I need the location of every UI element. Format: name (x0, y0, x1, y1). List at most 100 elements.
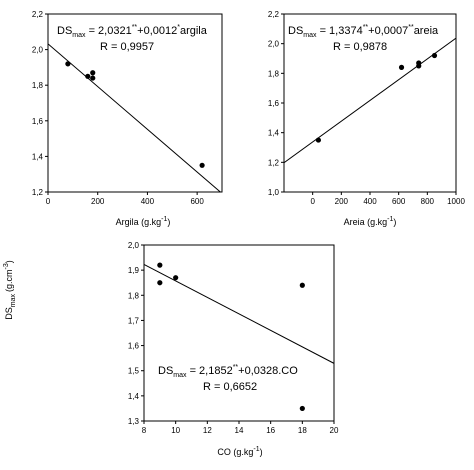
co-data-point (157, 262, 163, 268)
argila-y-tick-label: 1,4 (32, 152, 44, 161)
co-y-tick-label: 1,7 (128, 316, 140, 325)
argila-x-tick-label: 400 (141, 197, 155, 206)
argila-y-tick-label: 2,0 (32, 46, 44, 55)
argila-r-value: R = 0,9957 (100, 41, 154, 53)
areia-x-tick-label: 400 (363, 197, 377, 206)
argila-y-tick-label: 1,6 (32, 117, 44, 126)
areia-x-axis-label: Areia (g.kg-1) (344, 216, 397, 227)
areia-data-point (431, 52, 438, 59)
argila-x-axis-label-main: Argila (g.kg (116, 217, 162, 227)
argila-equation-part3: argila (180, 25, 208, 37)
argila-data-point (90, 70, 96, 76)
argila-y-tick-label: 1,2 (32, 188, 44, 197)
argila-equation-ds: DS (57, 25, 72, 37)
co-r-value: R = 0,6652 (203, 381, 257, 393)
co-data-point (299, 282, 305, 288)
argila-x-axis-label-close: ) (167, 217, 170, 227)
areia-r-value: R = 0,9878 (333, 41, 387, 53)
areia-equation: DSmax = 1,3374**+0,0007**areia (288, 24, 439, 39)
co-equation-ds: DS (158, 365, 173, 377)
argila-equation-part1: = 2,0321 (86, 25, 132, 37)
panel-argila: 0 200 400 600 1,2 1,4 1,6 1,8 2,0 2,2 DSmax = 2,03… (32, 10, 223, 227)
co-x-tick-label: 14 (235, 426, 244, 435)
areia-x-axis-label-close: ) (393, 217, 396, 227)
co-x-axis-label-main: CO (g.kg (217, 447, 253, 457)
co-y-tick-label: 1,8 (128, 291, 140, 300)
areia-x-tick-label: 1000 (447, 197, 465, 206)
areia-x-tick-label: 800 (421, 197, 435, 206)
areia-y-tick-label: 1,8 (268, 69, 280, 78)
argila-x-axis-label: Argila (g.kg-1) (116, 216, 171, 227)
co-plot-frame (143, 244, 335, 422)
areia-y-tick-label: 1,4 (268, 129, 280, 138)
co-data-point (157, 280, 163, 286)
argila-equation-part2: +0,0012 (137, 25, 177, 37)
co-regression-line (144, 263, 334, 364)
areia-y-tick-label: 1,6 (268, 99, 280, 108)
areia-y-tick-label: 1,0 (268, 188, 280, 197)
argila-equation: DSmax = 2,0321**+0,0012*argila (57, 24, 208, 39)
co-y-tick-label: 1,5 (128, 367, 140, 376)
areia-x-tick-label: 0 (310, 197, 315, 206)
co-y-tick-label: 1,6 (128, 342, 140, 351)
co-x-tick-label: 20 (330, 426, 339, 435)
co-x-tick-label: 18 (298, 426, 307, 435)
panel-areia: 0 200 400 600 800 1000 1,0 1,2 1,4 1,6 1,8 2,0 2,2 DS… (268, 10, 466, 227)
areia-x-tick-label: 600 (392, 197, 406, 206)
argila-data-point (199, 162, 205, 168)
areia-data-point (398, 64, 405, 70)
panel-co: 8 10 12 14 16 18 20 1,3 1,4 1,5 1,6 1,7 1,8 1,9 2,0 DSm… (128, 241, 339, 457)
argila-equation-sig1: ** (132, 24, 138, 31)
co-x-tick-label: 10 (171, 426, 180, 435)
co-y-tick-label: 2,0 (128, 241, 140, 250)
areia-y-tick-label: 2,2 (268, 10, 280, 19)
areia-equation-sig2: ** (408, 24, 414, 31)
areia-data-point (315, 137, 321, 143)
shared-y-axis-label-sub: max (10, 294, 17, 308)
co-y-tick-label: 1,3 (128, 417, 140, 426)
areia-equation-sig1: ** (363, 24, 369, 31)
argila-equation-sub: max (72, 32, 86, 39)
areia-regression-line (284, 37, 456, 164)
co-equation-part2: +0,0328.CO (238, 365, 298, 377)
shared-y-axis-label-unit: (g.cm (4, 269, 14, 292)
co-x-axis-label-close: ) (260, 447, 263, 457)
argila-x-tick-label: 0 (46, 197, 51, 206)
areia-equation-sub: max (303, 32, 317, 39)
argila-x-tick-label: 200 (91, 197, 105, 206)
shared-y-axis-label-close: ) (4, 260, 14, 263)
areia-equation-ds: DS (288, 25, 303, 37)
shared-y-axis-label-main: DS (4, 307, 14, 320)
argila-data-point (85, 73, 91, 79)
co-equation: DSmax = 2,1852**+0,0328.CO (158, 364, 298, 379)
co-x-tick-label: 12 (203, 426, 212, 435)
areia-equation-part1: = 1,3374 (317, 25, 363, 37)
areia-equation-part2: +0,0007 (368, 25, 408, 37)
co-equation-sub: max (173, 372, 187, 379)
argila-x-axis-label-sup: -1 (161, 216, 167, 223)
co-equation-part1: = 2,1852 (187, 365, 233, 377)
areia-y-tick-label: 1,2 (268, 158, 280, 167)
co-y-tick-label: 1,9 (128, 266, 140, 275)
co-data-point (173, 275, 179, 281)
co-equation-sig1: ** (233, 364, 239, 371)
argila-data-point (65, 61, 71, 67)
argila-regression-line (48, 43, 222, 192)
areia-y-tick-label: 2,0 (268, 40, 280, 49)
shared-y-axis-label: DSmax (g.cm-3) (3, 260, 17, 319)
co-y-tick-label: 1,4 (128, 392, 140, 401)
co-data-point (299, 405, 305, 412)
areia-data-point (416, 60, 422, 66)
areia-equation-part3: areia (414, 25, 439, 37)
areia-x-axis-label-main: Areia (g.kg (344, 217, 388, 227)
areia-x-tick-label: 200 (335, 197, 349, 206)
co-x-axis-label-sup: -1 (253, 446, 259, 453)
argila-data-point (90, 75, 96, 81)
argila-plot-frame (47, 13, 223, 193)
argila-equation-sig2: * (177, 24, 180, 31)
areia-x-axis-label-sup: -1 (387, 216, 393, 223)
argila-x-tick-label: 600 (190, 197, 204, 206)
co-x-axis-label: CO (g.kg-1) (217, 446, 262, 457)
co-x-tick-label: 8 (142, 426, 147, 435)
